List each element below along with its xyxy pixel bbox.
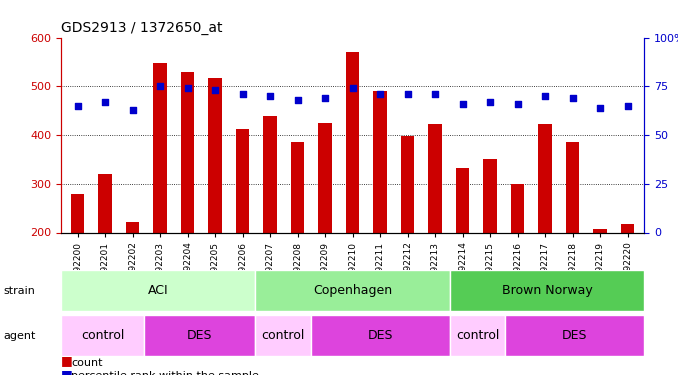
Bar: [593, 229, 607, 232]
Point: [319, 95, 330, 101]
Point: [127, 106, 138, 112]
Point: [292, 97, 303, 103]
Bar: [428, 124, 442, 232]
Point: [540, 93, 551, 99]
Bar: [263, 117, 277, 232]
Bar: [153, 63, 167, 232]
FancyBboxPatch shape: [450, 315, 505, 356]
Point: [622, 103, 633, 109]
Bar: [125, 222, 140, 232]
FancyBboxPatch shape: [144, 315, 256, 356]
Text: ACI: ACI: [148, 284, 169, 297]
Point: [402, 91, 413, 97]
Point: [72, 103, 83, 109]
Point: [375, 91, 386, 97]
FancyBboxPatch shape: [61, 315, 144, 356]
Text: count: count: [71, 357, 102, 368]
Bar: [318, 123, 332, 232]
Bar: [71, 194, 84, 232]
Point: [512, 101, 523, 107]
Text: DES: DES: [187, 329, 213, 342]
Point: [347, 85, 358, 91]
Bar: [208, 78, 222, 232]
Text: agent: agent: [3, 331, 36, 340]
Bar: [346, 52, 359, 232]
FancyBboxPatch shape: [61, 270, 256, 311]
Bar: [538, 124, 552, 232]
Text: control: control: [456, 329, 499, 342]
Bar: [180, 72, 195, 232]
Bar: [98, 174, 112, 232]
Point: [457, 101, 468, 107]
FancyBboxPatch shape: [505, 315, 644, 356]
Bar: [565, 142, 580, 232]
Text: DES: DES: [367, 329, 393, 342]
Point: [100, 99, 111, 105]
FancyBboxPatch shape: [256, 315, 311, 356]
Text: GDS2913 / 1372650_at: GDS2913 / 1372650_at: [61, 21, 222, 35]
Bar: [456, 168, 469, 232]
Point: [595, 105, 605, 111]
Bar: [621, 224, 635, 232]
Bar: [483, 159, 497, 232]
Bar: [401, 136, 414, 232]
Text: ■: ■: [61, 368, 73, 375]
FancyBboxPatch shape: [450, 270, 644, 311]
Point: [264, 93, 275, 99]
Point: [237, 91, 248, 97]
Point: [155, 83, 165, 89]
Text: Copenhagen: Copenhagen: [313, 284, 392, 297]
Point: [430, 91, 441, 97]
Text: Brown Norway: Brown Norway: [502, 284, 593, 297]
Text: ■: ■: [61, 354, 73, 368]
Point: [567, 95, 578, 101]
FancyBboxPatch shape: [311, 315, 450, 356]
Text: control: control: [262, 329, 305, 342]
Bar: [291, 142, 304, 232]
Text: DES: DES: [562, 329, 587, 342]
Bar: [236, 129, 250, 232]
Bar: [511, 184, 525, 232]
Point: [210, 87, 220, 93]
Text: strain: strain: [3, 286, 35, 296]
Point: [485, 99, 496, 105]
FancyBboxPatch shape: [256, 270, 450, 311]
Text: control: control: [81, 329, 124, 342]
Text: percentile rank within the sample: percentile rank within the sample: [71, 370, 259, 375]
Bar: [373, 91, 387, 232]
Point: [182, 85, 193, 91]
